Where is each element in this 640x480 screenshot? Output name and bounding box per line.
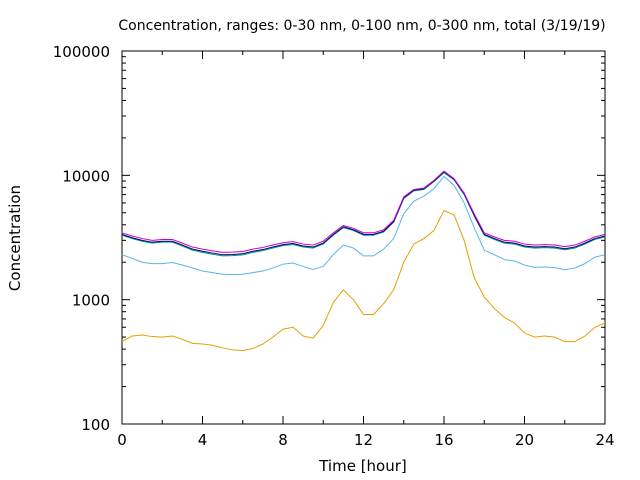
x-tick-label: 20 (515, 431, 534, 449)
x-tick-label: 8 (278, 431, 288, 449)
x-tick-label: 16 (434, 431, 453, 449)
series-line-4 (121, 171, 606, 256)
y-tick-label: 100 (81, 416, 110, 434)
y-tick-labels: 100 1000 10000 100000 (53, 43, 110, 434)
y-tick-label: 10000 (62, 167, 110, 185)
axis-ticks (121, 50, 606, 425)
x-tick-label: 4 (198, 431, 208, 449)
x-tick-label: 0 (117, 431, 127, 449)
series-line-2 (121, 175, 606, 276)
x-axis-label: Time [hour] (318, 457, 407, 475)
y-tick-label: 100000 (53, 43, 110, 61)
x-tick-labels: 0 4 8 12 16 20 24 (117, 431, 614, 449)
chart-title: Concentration, ranges: 0-30 nm, 0-100 nm… (118, 18, 605, 34)
series-lines (121, 170, 606, 352)
series-line-1 (121, 210, 606, 352)
x-tick-label: 24 (595, 431, 614, 449)
y-tick-label: 1000 (72, 292, 110, 310)
y-axis-label: Concentration (6, 185, 24, 291)
x-tick-label: 12 (354, 431, 373, 449)
series-line-3 (121, 172, 606, 257)
plot-frame (121, 50, 606, 425)
series-line-5 (121, 170, 606, 253)
